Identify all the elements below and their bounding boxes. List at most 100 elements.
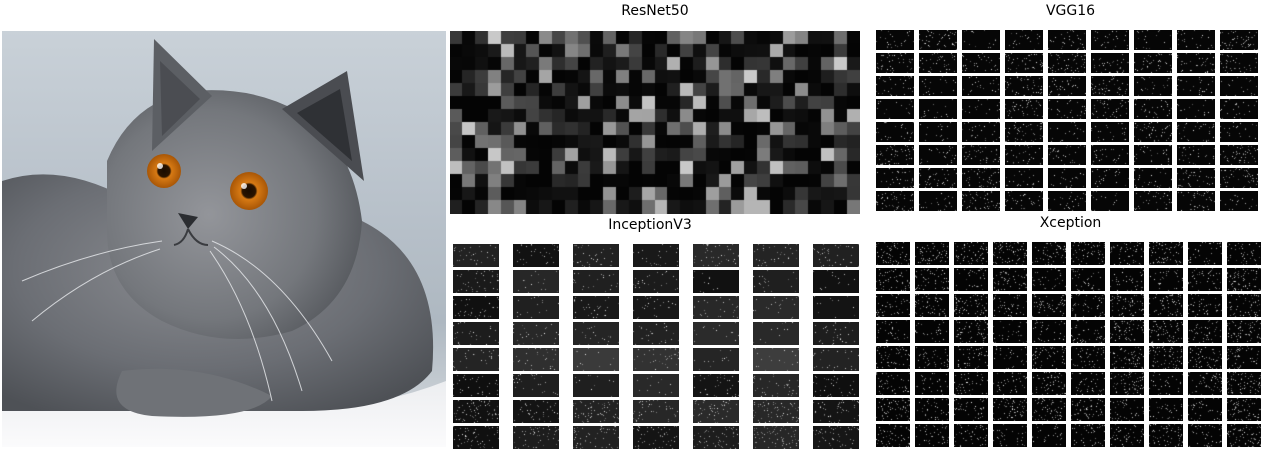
- feature-map-tile: [813, 296, 859, 319]
- feature-map-tile: [1110, 320, 1144, 343]
- feature-map-tile: [1220, 76, 1258, 96]
- feature-map-tile: [1032, 268, 1066, 291]
- feature-map-tile: [1227, 242, 1261, 265]
- feature-map-tile: [1005, 168, 1043, 188]
- feature-map-tile: [1134, 122, 1172, 142]
- feature-map-tile: [919, 168, 957, 188]
- feature-map-tile: [813, 374, 859, 397]
- feature-map-tile: [993, 268, 1027, 291]
- panel-title-resnet50: ResNet50: [621, 3, 689, 19]
- feature-map-tile: [693, 270, 739, 293]
- feature-map-tile: [1227, 372, 1261, 395]
- feature-map-tile: [1149, 346, 1183, 369]
- feature-map-tile: [513, 270, 559, 293]
- feature-map-tile: [1149, 320, 1183, 343]
- feature-map-tile: [753, 270, 799, 293]
- feature-map-tile: [1048, 30, 1086, 50]
- feature-map-tile: [1134, 168, 1172, 188]
- feature-map-tile: [993, 398, 1027, 421]
- feature-map-tile: [1091, 53, 1129, 73]
- feature-map-tile: [876, 424, 910, 447]
- feature-map-tile: [573, 400, 619, 423]
- panel-title-vgg16: VGG16: [1045, 3, 1096, 19]
- feature-map-tile: [633, 296, 679, 319]
- feature-map-tile: [1177, 145, 1215, 165]
- feature-map-tile: [453, 244, 499, 267]
- feature-map-tile: [693, 244, 739, 267]
- feature-map-tile: [453, 374, 499, 397]
- feature-map-tile: [753, 322, 799, 345]
- feature-map-tile: [573, 270, 619, 293]
- feature-map-tile: [962, 76, 1000, 96]
- feature-map-tile: [1032, 372, 1066, 395]
- feature-map-tile: [813, 270, 859, 293]
- feature-map-tile: [954, 398, 988, 421]
- feature-map-tile: [513, 322, 559, 345]
- feature-map-tile: [1032, 398, 1066, 421]
- feature-map-tile: [1005, 30, 1043, 50]
- feature-map-tile: [876, 122, 914, 142]
- feature-map-tile: [919, 76, 957, 96]
- feature-map-tile: [1091, 122, 1129, 142]
- feature-map-tile: [1220, 145, 1258, 165]
- feature-map-tile: [1149, 268, 1183, 291]
- feature-map-tile: [1110, 268, 1144, 291]
- feature-map-tile: [1149, 242, 1183, 265]
- feature-map-tile: [693, 322, 739, 345]
- feature-map-tile: [1032, 242, 1066, 265]
- feature-map-tile: [633, 348, 679, 371]
- feature-map-tile: [876, 268, 910, 291]
- feature-map-tile: [1220, 191, 1258, 211]
- feature-map-tile: [513, 244, 559, 267]
- feature-map-tile: [513, 296, 559, 319]
- feature-map-tile: [1134, 145, 1172, 165]
- feature-map-tile: [993, 294, 1027, 317]
- feature-map-tile: [1220, 122, 1258, 142]
- feature-map-tile: [1220, 30, 1258, 50]
- feature-map-tile: [813, 244, 859, 267]
- feature-map-tile: [1110, 294, 1144, 317]
- feature-map-tile: [1149, 424, 1183, 447]
- feature-map-tile: [453, 348, 499, 371]
- feature-map-tile: [1227, 268, 1261, 291]
- feature-map-tile: [1071, 398, 1105, 421]
- feature-map-tile: [633, 400, 679, 423]
- feature-map-tile: [1177, 30, 1215, 50]
- feature-map-tile: [1091, 30, 1129, 50]
- feature-map-tile: [876, 398, 910, 421]
- feature-map-tile: [876, 191, 914, 211]
- feature-map-tile: [573, 348, 619, 371]
- feature-map-tile: [915, 372, 949, 395]
- feature-map-tile: [962, 99, 1000, 119]
- feature-map-tile: [1177, 76, 1215, 96]
- feature-map-tile: [693, 400, 739, 423]
- feature-map-tile: [876, 346, 910, 369]
- feature-map-tile: [919, 122, 957, 142]
- feature-map-tile: [753, 426, 799, 449]
- feature-map-tile: [1048, 99, 1086, 119]
- feature-map-tile: [753, 296, 799, 319]
- feature-map-tile: [453, 296, 499, 319]
- feature-map-tile: [1091, 191, 1129, 211]
- feature-map-tile: [513, 426, 559, 449]
- feature-map-tile: [1227, 424, 1261, 447]
- feature-map-tile: [1188, 346, 1222, 369]
- inceptionv3-feature-maps: [453, 244, 859, 449]
- feature-map-tile: [876, 242, 910, 265]
- feature-map-tile: [1220, 168, 1258, 188]
- feature-map-tile: [1032, 424, 1066, 447]
- feature-map-tile: [1188, 398, 1222, 421]
- feature-map-tile: [993, 320, 1027, 343]
- feature-map-tile: [1005, 191, 1043, 211]
- feature-map-tile: [453, 322, 499, 345]
- feature-map-tile: [693, 374, 739, 397]
- feature-map-tile: [1005, 99, 1043, 119]
- feature-map-tile: [1220, 53, 1258, 73]
- feature-map-tile: [919, 30, 957, 50]
- feature-map-tile: [693, 426, 739, 449]
- feature-map-tile: [693, 348, 739, 371]
- feature-map-tile: [962, 122, 1000, 142]
- feature-map-tile: [954, 424, 988, 447]
- feature-map-tile: [813, 348, 859, 371]
- feature-map-tile: [1032, 320, 1066, 343]
